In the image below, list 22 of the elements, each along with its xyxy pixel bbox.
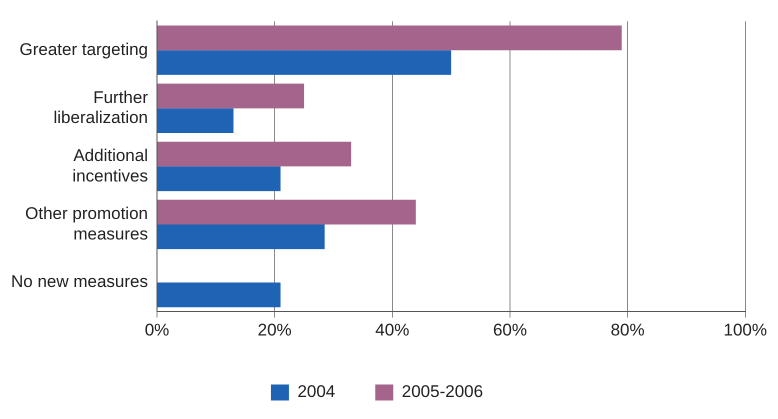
legend-label: 2005-2006: [402, 382, 484, 402]
x-tick-label: 80%: [610, 320, 645, 340]
y-tick-label: No new measures: [10, 272, 148, 292]
legend-label: 2004: [297, 382, 336, 402]
x-tick-label: 40%: [375, 320, 410, 340]
x-tick-label: 60%: [492, 320, 527, 340]
bar: [158, 166, 281, 192]
bar: [158, 84, 304, 108]
x-tick-label: 100%: [724, 320, 767, 340]
bar: [158, 50, 452, 75]
bar: [158, 224, 325, 250]
bar: [158, 26, 622, 50]
x-tick-label: 0%: [144, 320, 170, 340]
x-tick-label: 20%: [258, 320, 292, 340]
y-tick-label: Other promotion measures: [25, 204, 148, 244]
y-tick-label: Additional incentives: [72, 146, 148, 186]
bar: [158, 282, 281, 308]
y-tick-label: Further liberalization: [54, 88, 148, 128]
bar: [158, 200, 416, 224]
y-tick-label: Greater targeting: [19, 40, 148, 59]
bar: [158, 108, 234, 134]
bar: [158, 142, 352, 166]
